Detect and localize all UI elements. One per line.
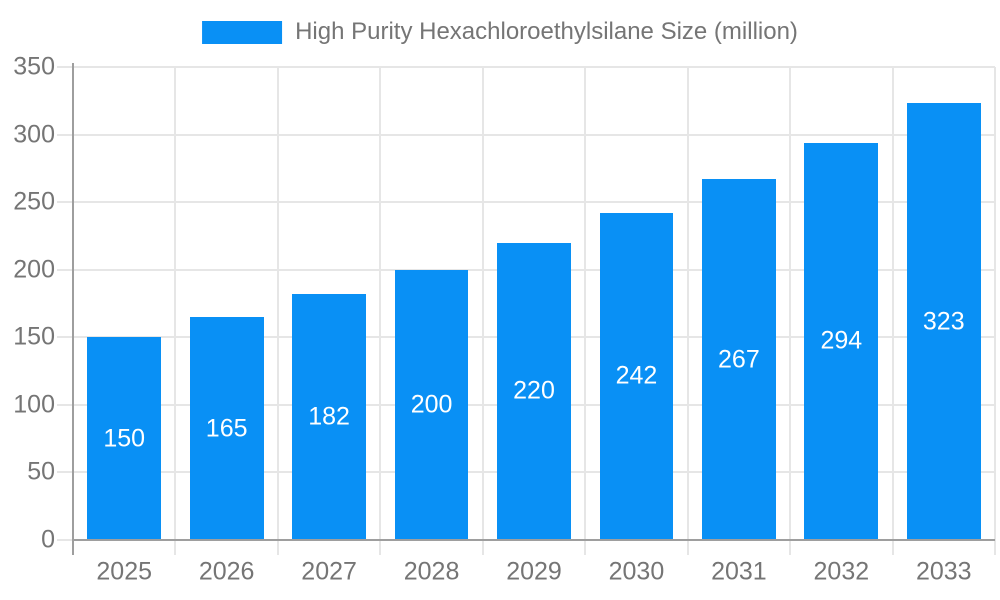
x-tick-label: 2029 bbox=[506, 557, 562, 586]
bar bbox=[906, 103, 981, 540]
y-gridline bbox=[73, 133, 995, 136]
bar bbox=[394, 269, 469, 540]
bar bbox=[702, 179, 776, 540]
x-gridline bbox=[276, 67, 279, 555]
y-tick bbox=[57, 539, 73, 541]
x-gridline bbox=[379, 67, 382, 555]
y-tick bbox=[57, 471, 73, 474]
bar bbox=[497, 242, 571, 540]
y-tick-label: 0 bbox=[41, 525, 55, 554]
bar bbox=[599, 212, 674, 540]
bar-value-label: 220 bbox=[513, 376, 555, 405]
legend: High Purity Hexachloroethylsilane Size (… bbox=[202, 18, 798, 46]
bar bbox=[804, 142, 879, 540]
x-tick-label: 2026 bbox=[198, 557, 255, 586]
y-tick-label: 250 bbox=[13, 187, 55, 216]
x-gridline bbox=[686, 67, 689, 555]
y-tick-label: 350 bbox=[13, 52, 55, 81]
x-tick-label: 2033 bbox=[915, 557, 972, 586]
x-gridline bbox=[994, 67, 996, 555]
x-gridline bbox=[584, 67, 587, 555]
bar-value-label: 200 bbox=[410, 390, 453, 419]
y-tick bbox=[57, 133, 73, 136]
y-tick bbox=[57, 336, 73, 339]
y-tick bbox=[57, 268, 73, 271]
bar-value-label: 323 bbox=[922, 307, 965, 336]
y-axis-line bbox=[71, 63, 74, 555]
x-tick-label: 2028 bbox=[403, 557, 460, 586]
bar-value-label: 182 bbox=[308, 402, 350, 431]
bar bbox=[189, 317, 264, 540]
x-gridline bbox=[891, 67, 894, 555]
y-gridline bbox=[73, 201, 995, 204]
x-tick-label: 2032 bbox=[813, 557, 870, 586]
y-tick-label: 150 bbox=[13, 322, 55, 351]
bar bbox=[87, 337, 162, 540]
legend-label: High Purity Hexachloroethylsilane Size (… bbox=[295, 18, 798, 45]
x-tick-label: 2030 bbox=[608, 557, 665, 586]
x-axis-line bbox=[73, 538, 995, 541]
y-tick-label: 100 bbox=[13, 390, 55, 419]
x-tick-label: 2031 bbox=[711, 557, 767, 586]
y-gridline bbox=[73, 66, 995, 68]
bar bbox=[292, 294, 366, 540]
legend-swatch bbox=[202, 20, 283, 44]
y-tick-label: 50 bbox=[27, 457, 55, 486]
y-tick-label: 300 bbox=[13, 120, 55, 149]
y-tick bbox=[57, 403, 73, 406]
bar-value-label: 242 bbox=[615, 361, 658, 390]
x-gridline bbox=[481, 67, 484, 555]
y-tick-label: 200 bbox=[13, 255, 55, 284]
bar-value-label: 294 bbox=[820, 326, 863, 355]
x-tick-label: 2025 bbox=[96, 557, 153, 586]
bar-value-label: 267 bbox=[718, 345, 760, 374]
bar-value-label: 165 bbox=[205, 414, 248, 442]
bar-value-label: 150 bbox=[103, 424, 146, 453]
x-tick-label: 2027 bbox=[301, 557, 357, 586]
y-tick bbox=[57, 66, 73, 68]
x-gridline bbox=[174, 67, 177, 555]
x-gridline bbox=[789, 67, 792, 555]
y-tick bbox=[57, 201, 73, 204]
